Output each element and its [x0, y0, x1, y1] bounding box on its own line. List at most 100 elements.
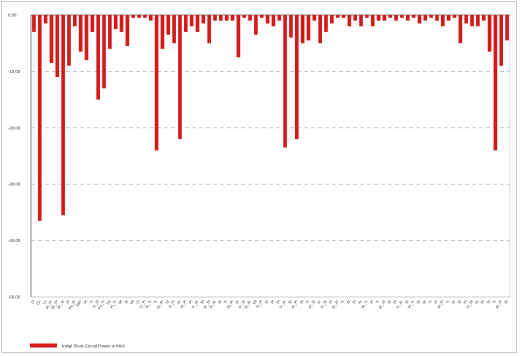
- bars: [32, 15, 509, 221]
- legend: Initial Short-Circuit Power in MVA: [30, 343, 125, 348]
- bar: [125, 15, 130, 47]
- x-tick-label: Tr: [340, 299, 346, 305]
- gridlines: [31, 71, 510, 241]
- x-tick-label: St: [416, 299, 422, 305]
- bar: [435, 15, 439, 21]
- bar: [347, 15, 352, 27]
- x-tick-label: Br_Xt: [57, 299, 66, 310]
- x-tick-label: St_Tr: [145, 299, 153, 310]
- x-tick-label: Pl: [66, 299, 71, 304]
- x-tick-label: Tr: [223, 299, 229, 305]
- bar: [353, 15, 358, 21]
- bar: [201, 15, 206, 24]
- bar: [224, 15, 229, 21]
- x-tick-label: Cl: [31, 299, 36, 304]
- x-tick-label: St_Tr: [361, 299, 369, 310]
- x-tick-label: St_Pl: [437, 299, 445, 309]
- bar: [505, 15, 509, 41]
- bar: [242, 15, 247, 18]
- x-tick-label: Pl: [329, 299, 334, 304]
- x-tick-label: Pl_St: [308, 299, 316, 310]
- x-tick-label: St: [264, 299, 270, 305]
- bar: [102, 15, 106, 89]
- x-tick-label: St: [387, 299, 393, 305]
- x-tick-label: StKl: [76, 299, 83, 307]
- x-tick-label: Ar: [358, 299, 364, 305]
- x-tick-label: Pl_Tr: [110, 299, 118, 309]
- bar: [394, 15, 398, 21]
- x-tick-label: Tr: [89, 299, 95, 305]
- bar: [219, 15, 223, 21]
- x-tick-label: Ar: [474, 299, 480, 305]
- bar: [476, 15, 480, 27]
- x-tick-label: Pl: [434, 299, 439, 304]
- bar: [43, 15, 48, 24]
- y-tick-label: -50.00: [8, 295, 21, 300]
- bar: [67, 15, 71, 66]
- bar: [446, 15, 451, 21]
- bar: [108, 15, 112, 49]
- bar: [417, 15, 422, 24]
- x-tick-label: Tr_St: [238, 299, 247, 310]
- x-tick-label: Tr_St: [466, 299, 475, 310]
- bar: [37, 15, 42, 221]
- bar: [32, 15, 36, 32]
- x-tick-label: Tr: [305, 299, 311, 305]
- x-tick-label: St_Pl: [226, 299, 234, 309]
- x-tick-label: St: [299, 299, 305, 305]
- x-tick-label: Tr: [445, 299, 451, 305]
- x-tick-label: Pl: [276, 299, 281, 304]
- bar: [341, 15, 346, 18]
- x-tick-label: Pl: [480, 299, 485, 304]
- y-tick-labels: 0.00 -10.00 -20.00 -30.00 -40.00 -50.00: [8, 13, 21, 300]
- bar: [405, 15, 410, 21]
- x-tick-label: Ar: [422, 299, 428, 305]
- bar: [277, 15, 282, 21]
- x-tick-label: Pl_Ar: [209, 299, 217, 310]
- bar: [78, 15, 83, 52]
- bar: [248, 15, 252, 21]
- y-tick-label: -10.00: [8, 69, 21, 74]
- x-tick-label: Ar_Pl: [291, 299, 299, 309]
- x-tick-label: Tr_Ar: [279, 299, 288, 310]
- bar: [166, 15, 171, 35]
- x-tick-label: Pl: [352, 299, 357, 304]
- x-tick-label: Tr_Pl: [256, 299, 264, 309]
- x-tick-label: Ar: [317, 299, 323, 305]
- bar: [330, 15, 334, 24]
- x-tick-label: St: [288, 299, 294, 305]
- bar: [411, 15, 416, 18]
- bar: [49, 15, 54, 63]
- x-tick-label: Lu: [42, 300, 48, 306]
- bar: [178, 15, 182, 140]
- bar: [370, 15, 375, 27]
- bar: [400, 15, 404, 18]
- bar: [335, 15, 340, 18]
- bar: [172, 15, 176, 44]
- bar: [318, 15, 322, 44]
- x-tick-label: Pl: [463, 299, 468, 304]
- bar: [259, 15, 264, 18]
- x-tick-label: Pl: [393, 299, 398, 304]
- x-tick-label: St: [404, 299, 410, 305]
- x-tick-label: St: [165, 299, 171, 305]
- bar: [73, 15, 77, 27]
- x-tick-label: Pl: [235, 299, 240, 304]
- x-tick-label: St: [504, 299, 510, 305]
- x-tick-label: St_Pl: [180, 299, 188, 309]
- bar: [254, 15, 258, 35]
- y-tick-label: 0.00: [8, 13, 17, 18]
- bar: [499, 15, 504, 66]
- x-tick-label: Mt: [130, 299, 136, 305]
- legend-swatch: [30, 343, 57, 348]
- x-tick-label: Pl_Tr: [408, 299, 416, 309]
- bar: [90, 15, 95, 32]
- bar: [306, 15, 311, 41]
- x-tick-label: Cl: [136, 299, 141, 304]
- bar: [365, 15, 369, 18]
- bar: [271, 15, 276, 27]
- bar: [452, 15, 457, 18]
- x-tick-label: Pl: [188, 299, 193, 304]
- bar: [376, 15, 381, 21]
- bar: [312, 15, 317, 21]
